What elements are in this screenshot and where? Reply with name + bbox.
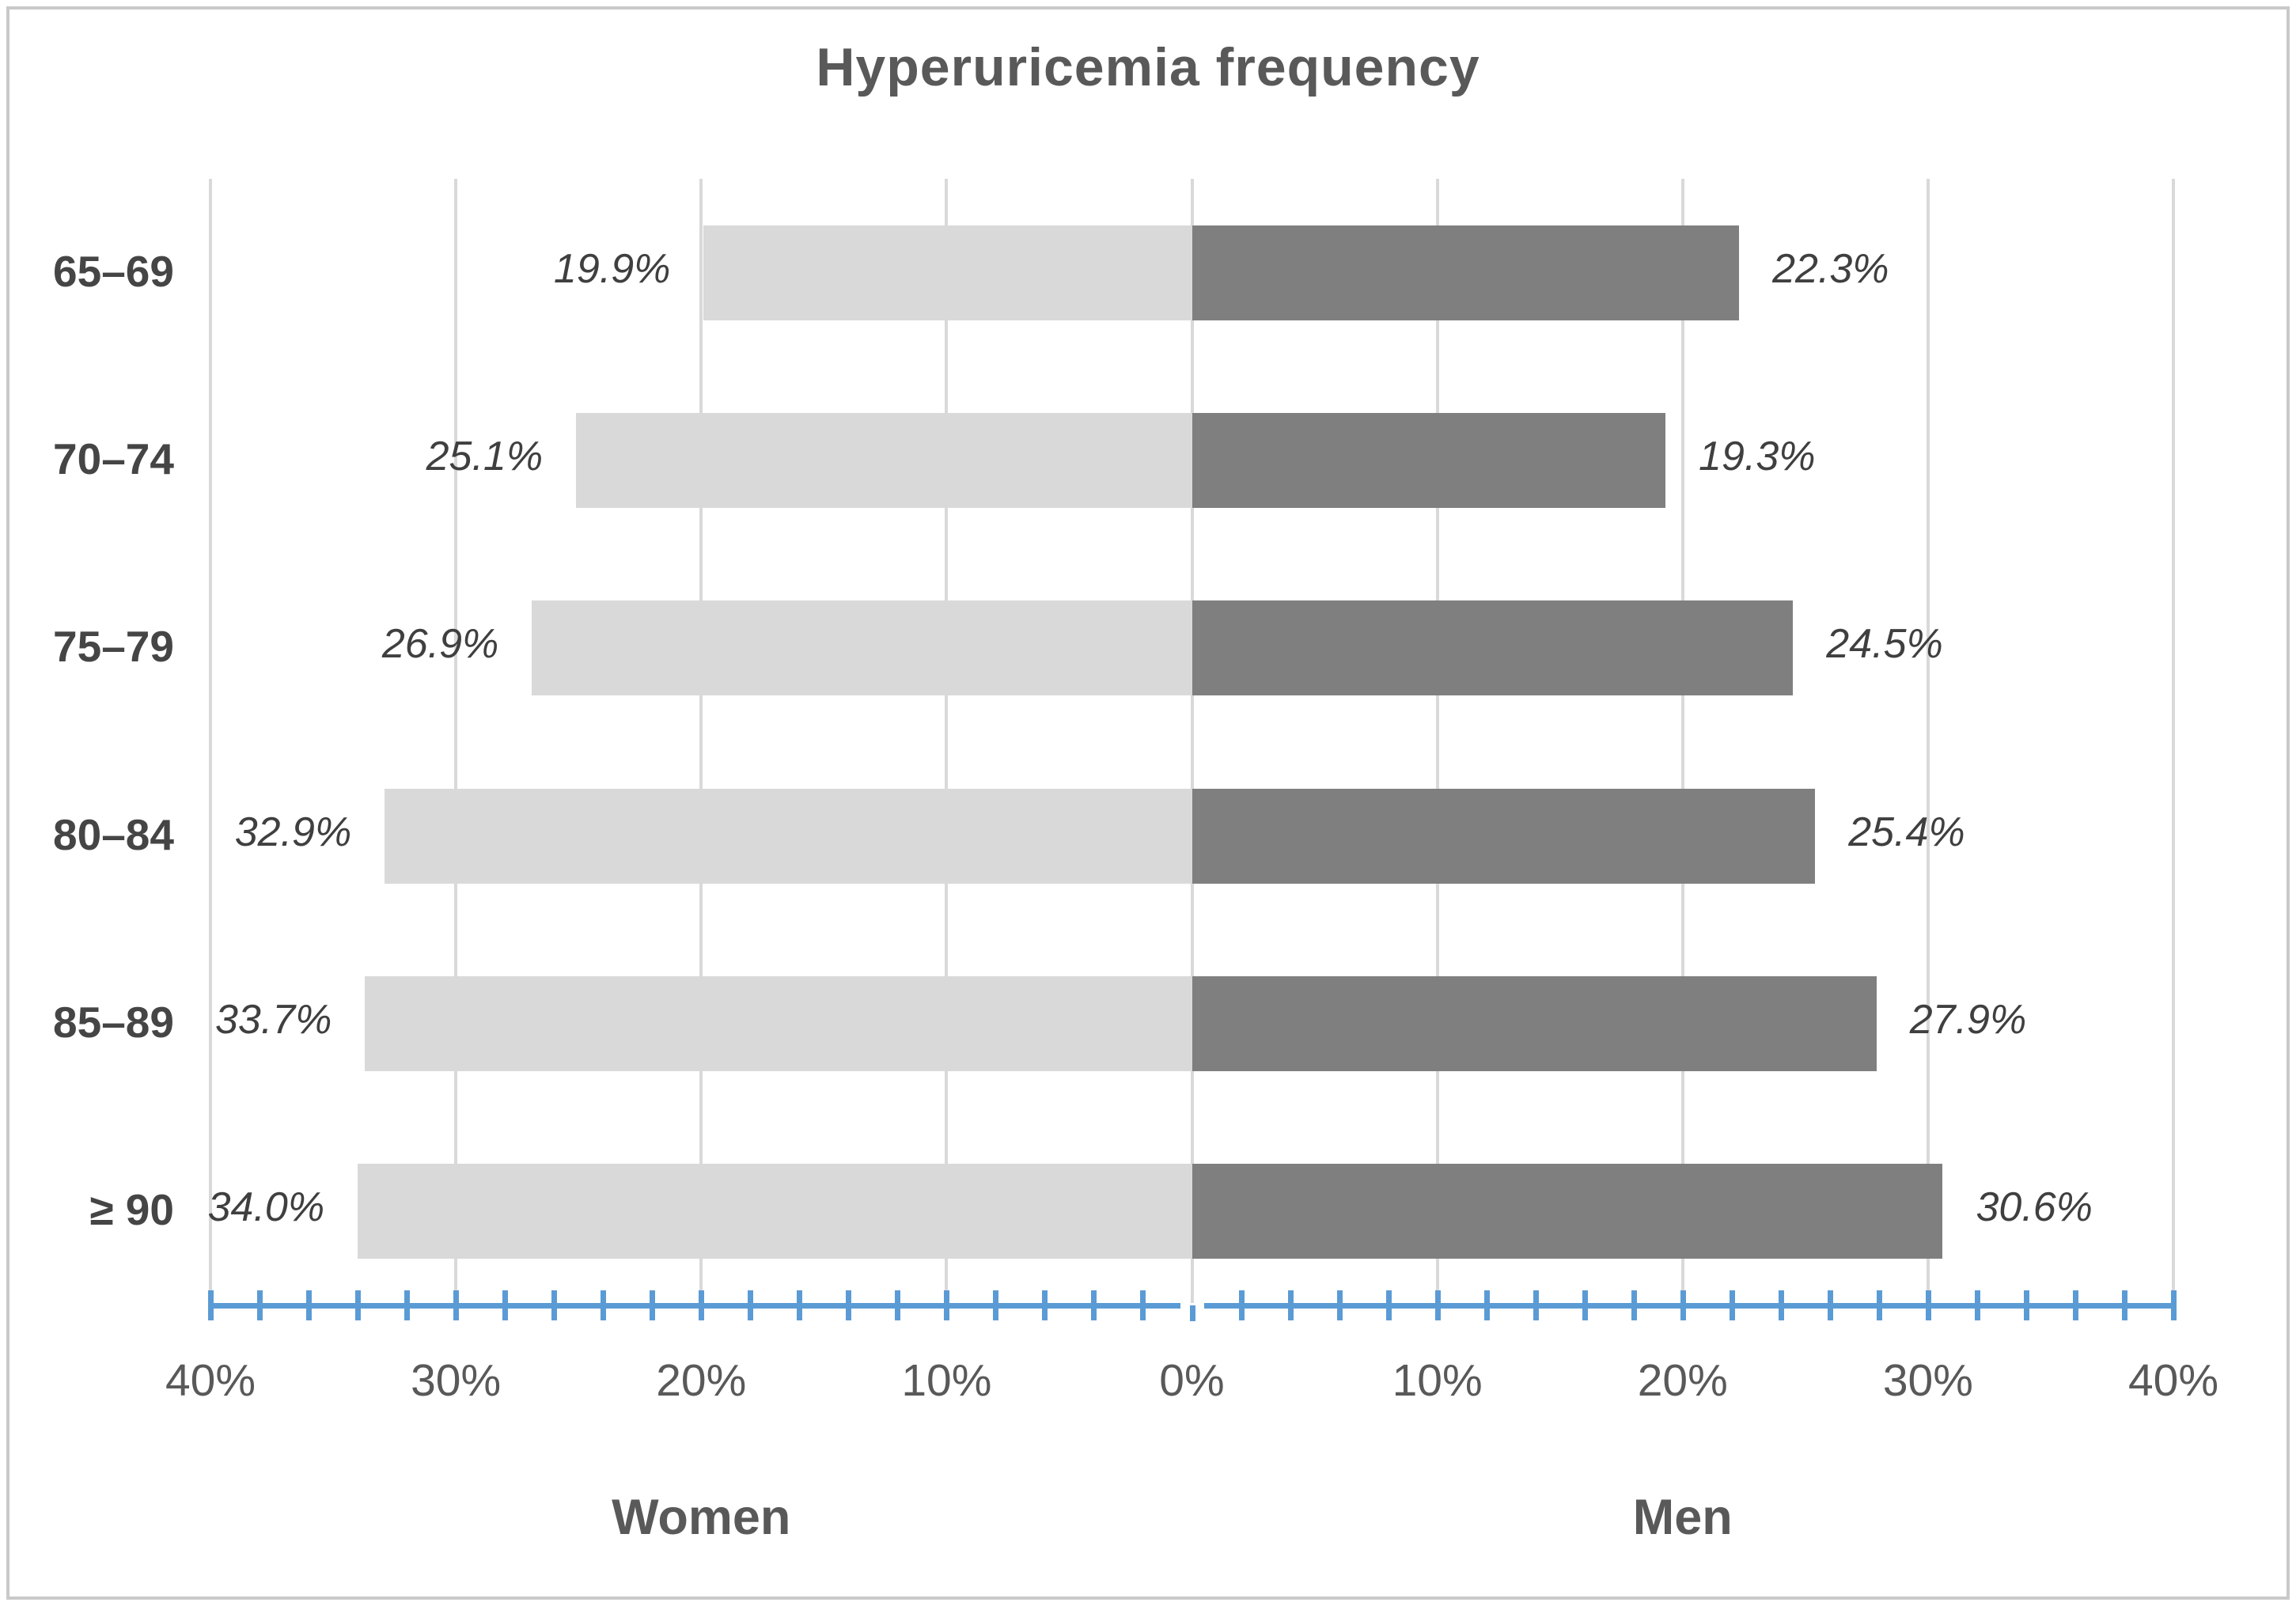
axis-tick <box>944 1290 950 1320</box>
axis-tick <box>1483 1290 1490 1320</box>
women-value-label: 34.0% <box>207 1184 325 1231</box>
women-value-label: 19.9% <box>553 245 671 292</box>
men-bar <box>1192 413 1666 508</box>
women-bar <box>358 1164 1192 1259</box>
chart-title: Hyperuricemia frequency <box>816 37 1480 97</box>
axis-tick <box>1533 1290 1539 1320</box>
axis-tick <box>404 1290 411 1320</box>
axis-tick <box>257 1290 263 1320</box>
axis-tick <box>895 1290 901 1320</box>
gridline <box>1435 179 1439 1303</box>
men-bar <box>1192 788 1816 884</box>
axis-tick <box>650 1290 656 1320</box>
women-bar <box>385 788 1192 884</box>
axis-tick <box>551 1290 558 1320</box>
men-value-label: 24.5% <box>1826 621 1943 668</box>
women-value-label: 25.1% <box>426 434 544 479</box>
age-axis-label: 65–69 <box>53 246 174 296</box>
women-bar <box>576 413 1192 508</box>
gridline <box>1680 179 1684 1303</box>
women-bar <box>703 225 1192 320</box>
axis-tick <box>1238 1290 1245 1320</box>
axis-tick <box>355 1290 362 1320</box>
men-value-label: 19.3% <box>1699 434 1816 479</box>
axis-tick <box>1974 1290 1980 1320</box>
axis-tick <box>2171 1290 2177 1320</box>
axis-tick <box>1287 1290 1294 1320</box>
axis-tick <box>1385 1290 1392 1320</box>
axis-tick <box>208 1290 214 1320</box>
axis-tick-label: 10% <box>901 1355 992 1406</box>
men-value-label: 22.3% <box>1772 245 1889 292</box>
axis-tick <box>1434 1290 1441 1320</box>
axis-tick <box>1091 1290 1097 1320</box>
gridline <box>1190 179 1194 1303</box>
men-value-label: 25.4% <box>1848 809 1965 855</box>
gridline <box>454 179 458 1303</box>
axis-tick <box>846 1290 852 1320</box>
axis-tick-label: 30% <box>411 1355 502 1406</box>
axis-tick <box>699 1290 705 1320</box>
gridline <box>209 179 212 1303</box>
axis-tick <box>601 1290 607 1320</box>
axis-tick-label: 10% <box>1392 1355 1483 1406</box>
axis-tick <box>453 1290 460 1320</box>
gridline <box>1926 179 1930 1303</box>
men-bar <box>1192 225 1740 320</box>
axis-tick <box>1336 1290 1343 1320</box>
axis-tick-label: 40% <box>2127 1355 2219 1406</box>
men-value-label: 30.6% <box>1976 1184 2093 1231</box>
axis-tick <box>2023 1290 2029 1320</box>
men-bar <box>1192 600 1794 696</box>
axis-tick <box>797 1290 803 1320</box>
axis-tick <box>1827 1290 1833 1320</box>
axis-tick <box>1925 1290 1931 1320</box>
axis-tick <box>993 1290 999 1320</box>
women-bar <box>365 976 1192 1071</box>
gridline <box>945 179 949 1303</box>
men-bar <box>1192 976 1877 1071</box>
women-bar <box>532 600 1192 696</box>
axis-tick <box>1140 1290 1146 1320</box>
axis-tick <box>2072 1290 2078 1320</box>
axis-tick <box>1680 1290 1686 1320</box>
axis-tick-label: 20% <box>1637 1355 1728 1406</box>
x-axis-line-women <box>210 1303 1180 1309</box>
age-axis-label: 75–79 <box>53 622 174 672</box>
women-axis-title: Women <box>612 1490 791 1545</box>
age-axis-label: 80–84 <box>53 809 174 859</box>
gridline <box>699 179 703 1303</box>
age-axis-label: 70–74 <box>53 434 174 483</box>
axis-tick <box>306 1290 313 1320</box>
axis-tick <box>1876 1290 1882 1320</box>
men-bar <box>1192 1164 1943 1259</box>
axis-tick <box>1729 1290 1735 1320</box>
axis-tick <box>2121 1290 2127 1320</box>
axis-tick <box>1582 1290 1588 1320</box>
gridline <box>2172 179 2175 1303</box>
axis-tick-label: 0% <box>1159 1355 1225 1406</box>
men-value-label: 27.9% <box>1909 997 2027 1043</box>
women-value-label: 26.9% <box>381 621 499 668</box>
axis-tick <box>502 1290 509 1320</box>
age-axis-label: ≥ 90 <box>89 1185 174 1235</box>
axis-tick-label: 20% <box>656 1355 747 1406</box>
axis-tick-center <box>1189 1305 1195 1321</box>
axis-tick <box>1042 1290 1048 1320</box>
axis-tick <box>1631 1290 1637 1320</box>
age-axis-label: 85–89 <box>53 998 174 1047</box>
axis-tick <box>1778 1290 1784 1320</box>
women-value-label: 33.7% <box>214 997 332 1043</box>
axis-tick-label: 30% <box>1882 1355 1973 1406</box>
axis-tick-label: 40% <box>165 1355 256 1406</box>
men-axis-title: Men <box>1632 1490 1733 1545</box>
axis-tick <box>748 1290 754 1320</box>
x-axis-line-men <box>1203 1303 2173 1309</box>
women-value-label: 32.9% <box>234 809 352 855</box>
